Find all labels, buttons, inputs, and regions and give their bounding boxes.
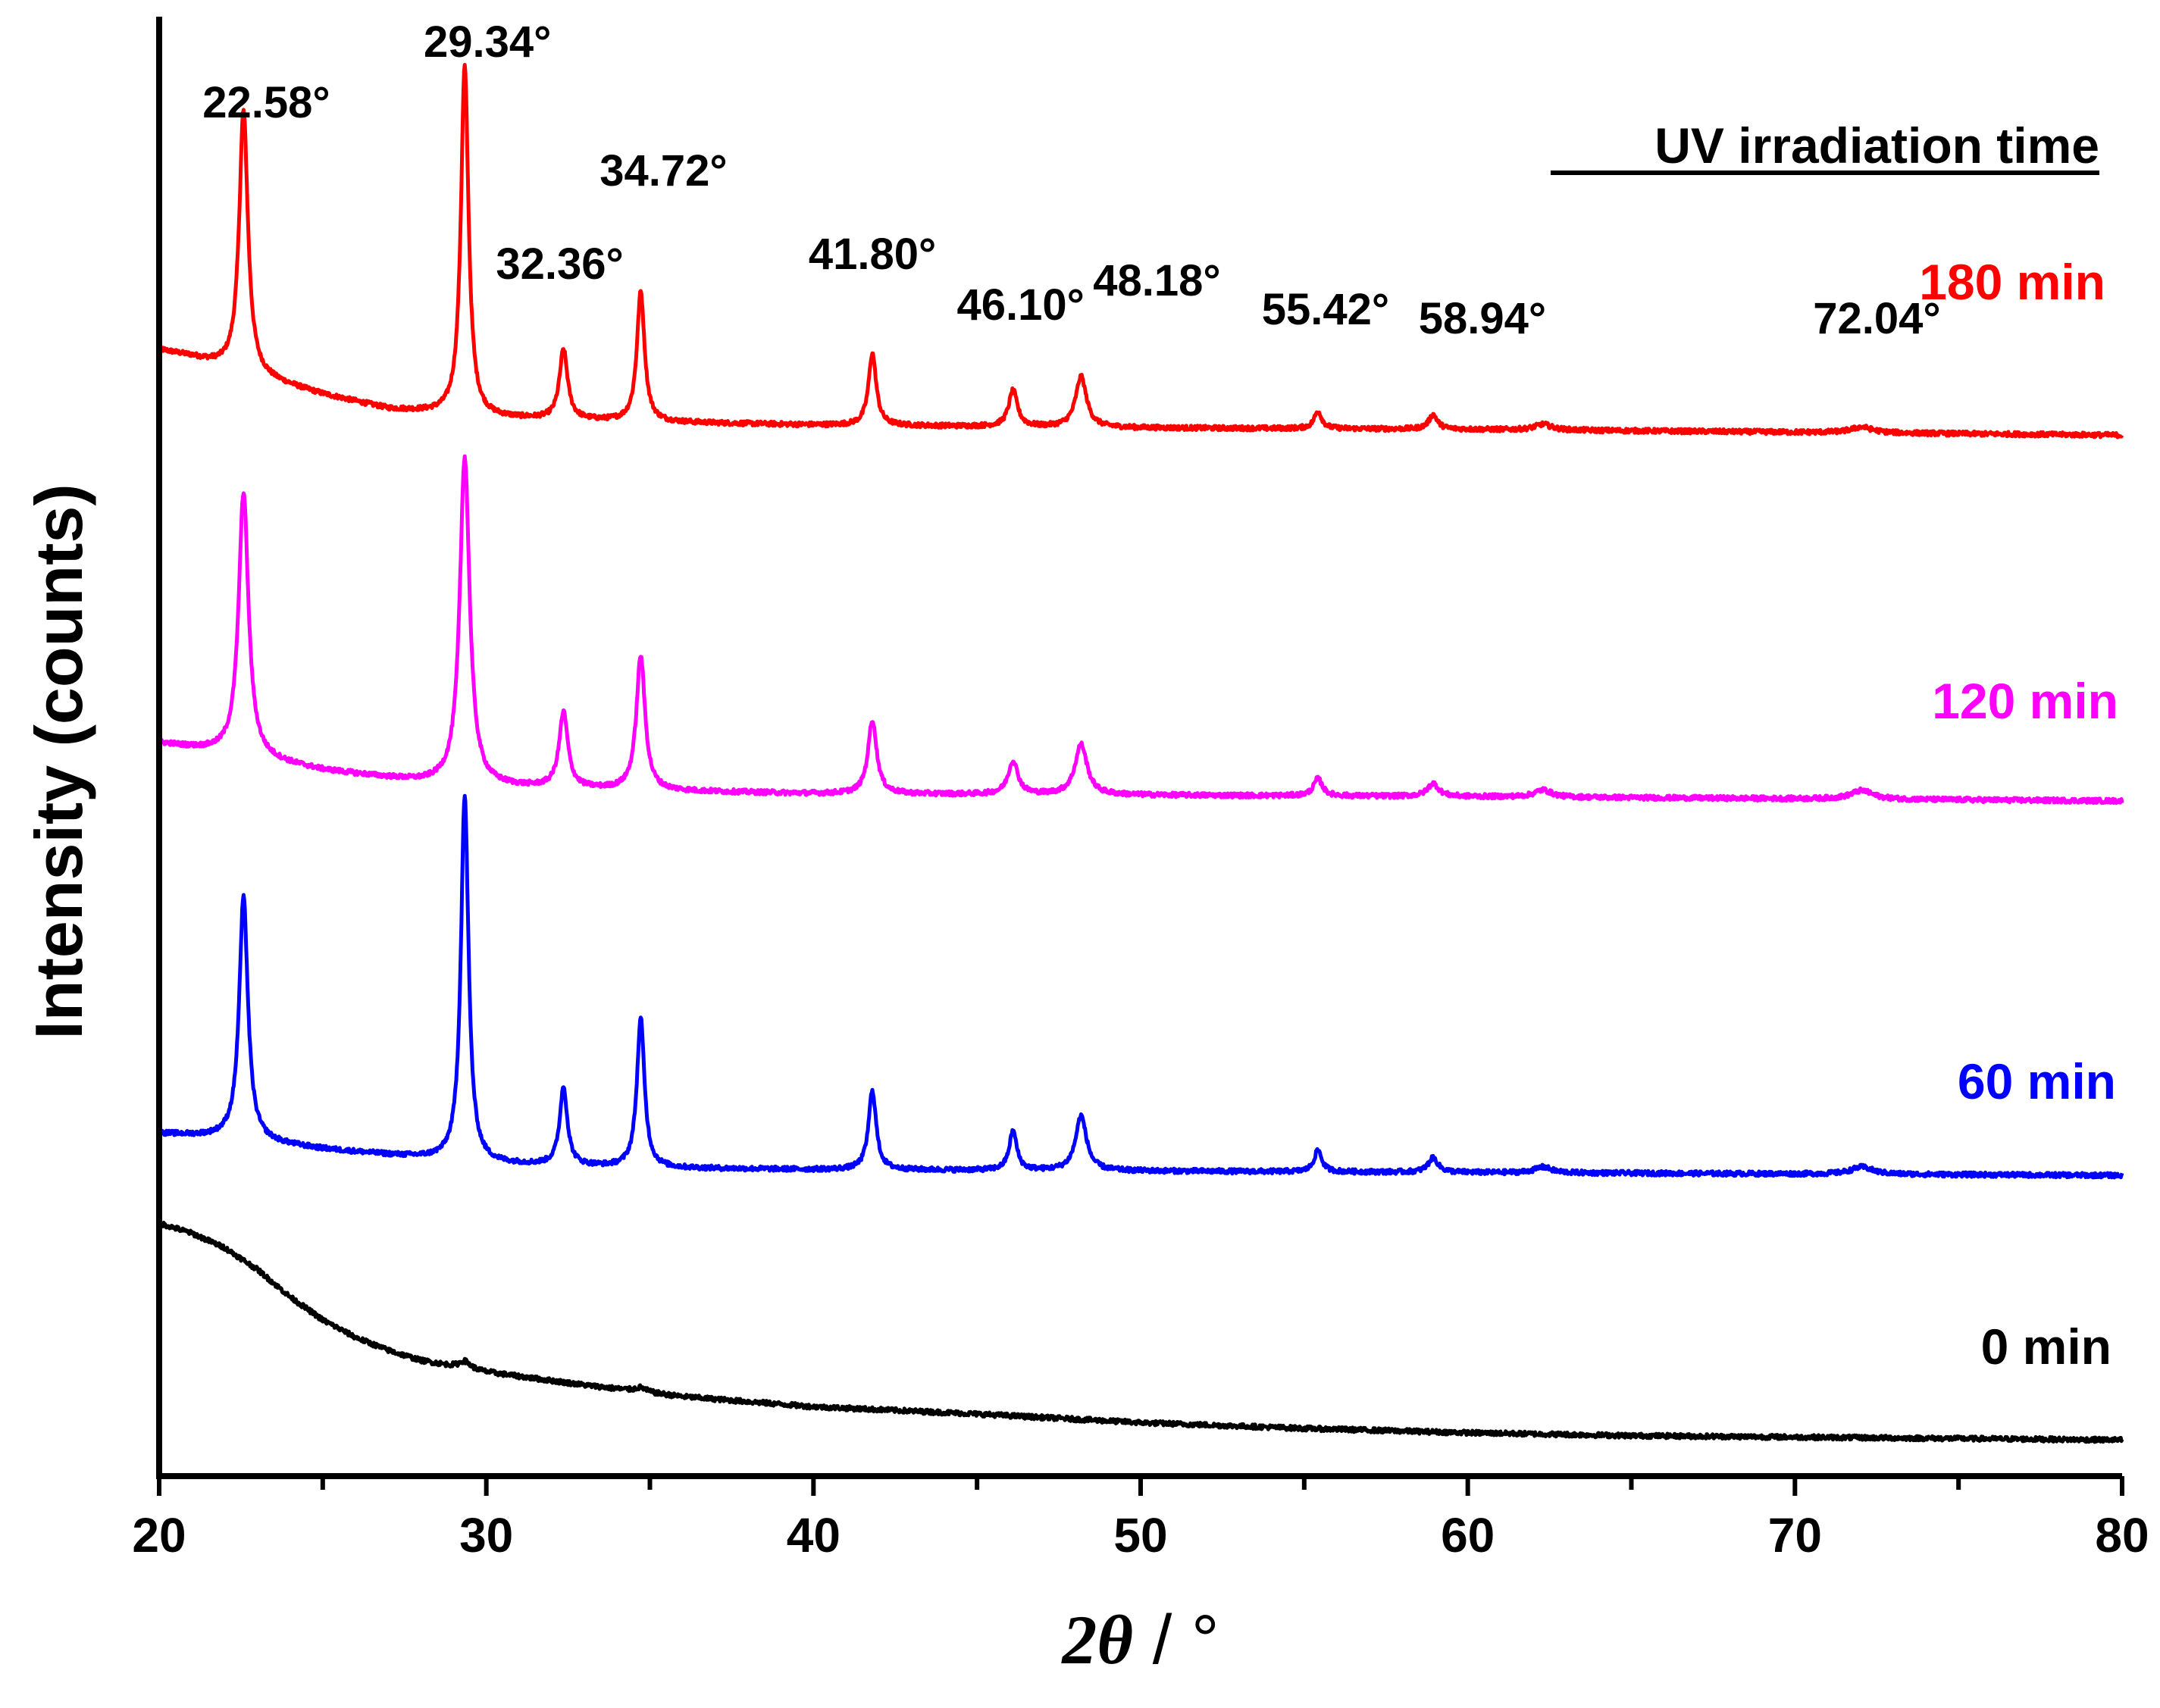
series-layer xyxy=(157,63,2124,1444)
peak-label: 55.42° xyxy=(1262,285,1389,334)
series-line xyxy=(158,454,2124,806)
x-tick-label: 40 xyxy=(787,1508,841,1563)
series-label: 60 min xyxy=(1958,1053,2116,1109)
axes: 20 30 40 50 60 70 80 xyxy=(132,17,2149,1563)
x-tick-label: 50 xyxy=(1113,1508,1167,1563)
series-label: 0 min xyxy=(1981,1319,2111,1375)
legend-title: UV irradiation time xyxy=(1654,117,2099,174)
peak-label: 32.36° xyxy=(496,239,623,289)
peak-label: 34.72° xyxy=(599,146,727,196)
peak-label: 58.94° xyxy=(1419,294,1546,343)
x-axis-title-unit: / ° xyxy=(1133,1601,1219,1678)
x-tick-label: 60 xyxy=(1441,1508,1495,1563)
x-tick-label: 70 xyxy=(1768,1508,1822,1563)
peak-label: 48.18° xyxy=(1093,256,1220,305)
series-line xyxy=(158,1220,2124,1444)
series-label: 180 min xyxy=(1919,254,2105,310)
peak-label: 29.34° xyxy=(424,17,551,67)
series-labels: 180 min 120 min 60 min 0 min xyxy=(1919,254,2118,1375)
peak-label: 46.10° xyxy=(956,280,1084,330)
x-axis-title-symbol: 2θ xyxy=(1060,1601,1133,1678)
series-label: 120 min xyxy=(1932,673,2118,729)
y-axis-title: Intensity (counts) xyxy=(21,483,96,1039)
x-tick-label: 80 xyxy=(2095,1508,2149,1563)
series-line xyxy=(157,63,2124,440)
plot-area xyxy=(157,63,2124,1444)
peak-label: 41.80° xyxy=(809,230,936,279)
x-tick-label: 30 xyxy=(459,1508,513,1563)
series-line xyxy=(157,793,2124,1180)
peak-label: 22.58° xyxy=(202,78,330,127)
peak-labels: 22.58° 29.34° 32.36° 34.72° 41.80° 46.10° 48.1… xyxy=(202,17,1940,343)
peak-label: 72.04° xyxy=(1813,294,1940,343)
x-axis-title: 2θ / ° xyxy=(1060,1601,1219,1678)
x-ticks: 20 30 40 50 60 70 80 xyxy=(132,1476,2149,1563)
x-tick-label: 20 xyxy=(132,1508,186,1563)
